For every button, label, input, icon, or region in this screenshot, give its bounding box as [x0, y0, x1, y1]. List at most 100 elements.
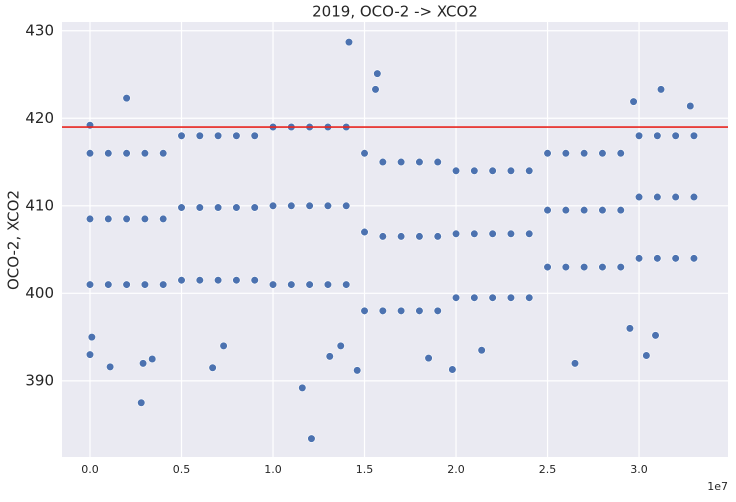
x-tick-label: 1.5: [356, 463, 374, 476]
point: [360, 227, 369, 237]
point: [543, 262, 552, 272]
point: [106, 362, 115, 371]
point: [629, 97, 638, 106]
point: [307, 434, 316, 443]
point: [433, 232, 442, 241]
y-tick-label: 430: [25, 21, 54, 39]
point: [598, 206, 607, 215]
point: [470, 229, 479, 238]
point: [616, 206, 625, 215]
point: [506, 166, 516, 175]
point: [85, 214, 95, 224]
point: [689, 131, 699, 140]
point: [625, 324, 635, 333]
point: [195, 203, 204, 212]
point: [561, 262, 570, 272]
point: [651, 331, 660, 340]
point: [85, 149, 95, 158]
point: [415, 306, 424, 315]
point: [433, 306, 442, 315]
point: [397, 157, 406, 167]
point: [323, 280, 333, 289]
point: [451, 229, 461, 238]
point: [336, 341, 345, 350]
point: [598, 262, 607, 272]
point: [415, 232, 424, 241]
point: [140, 280, 150, 289]
point: [122, 214, 131, 224]
point: [689, 192, 699, 202]
point: [580, 206, 589, 215]
point: [287, 280, 296, 289]
point: [488, 166, 497, 175]
point: [250, 203, 259, 212]
point: [87, 332, 96, 342]
point: [506, 229, 516, 238]
point: [506, 293, 516, 302]
point: [140, 149, 150, 158]
x-tick-label: 0.5: [173, 463, 191, 476]
point: [477, 346, 486, 355]
point: [451, 293, 461, 302]
point: [177, 203, 186, 212]
point: [525, 166, 534, 175]
point: [353, 366, 362, 375]
point: [85, 280, 95, 289]
point: [689, 254, 699, 263]
point: [138, 359, 148, 368]
point: [104, 149, 113, 158]
point: [177, 276, 186, 285]
point: [325, 352, 334, 361]
point: [219, 341, 228, 350]
point: [642, 351, 651, 360]
point: [671, 131, 680, 140]
point: [653, 254, 662, 263]
point: [342, 280, 351, 289]
point: [525, 229, 534, 238]
point: [298, 383, 307, 392]
point: [148, 354, 157, 364]
x-tick-label: 3.0: [630, 463, 648, 476]
x-tick-label: 1.0: [264, 463, 282, 476]
point: [671, 192, 680, 202]
point: [653, 192, 662, 202]
point: [344, 38, 354, 47]
point: [488, 293, 497, 302]
point: [323, 201, 333, 210]
point: [177, 131, 186, 140]
point: [195, 131, 204, 140]
point: [580, 262, 589, 272]
point: [122, 149, 131, 158]
point: [232, 131, 241, 140]
point: [525, 293, 534, 302]
point: [686, 101, 695, 111]
y-tick-label: 400: [25, 284, 54, 302]
point: [268, 280, 278, 289]
point: [232, 203, 241, 212]
point: [433, 157, 442, 167]
plot-area: [62, 22, 728, 457]
point: [634, 192, 644, 202]
point: [305, 280, 314, 289]
x-tick-label: 0.0: [81, 463, 99, 476]
point: [305, 201, 314, 210]
point: [488, 229, 497, 238]
point: [360, 149, 369, 158]
point: [250, 131, 259, 140]
x-tick-label: 2.0: [447, 463, 465, 476]
point: [561, 149, 570, 158]
point: [616, 262, 625, 272]
point: [470, 293, 479, 302]
point: [287, 201, 296, 210]
point: [671, 254, 680, 263]
point: [342, 201, 351, 210]
point: [653, 131, 662, 140]
point: [208, 363, 217, 372]
point: [424, 353, 433, 363]
point: [470, 166, 479, 175]
y-tick-label: 410: [25, 196, 54, 214]
point: [451, 166, 461, 175]
point: [195, 276, 204, 285]
y-tick-label: 420: [25, 109, 54, 127]
